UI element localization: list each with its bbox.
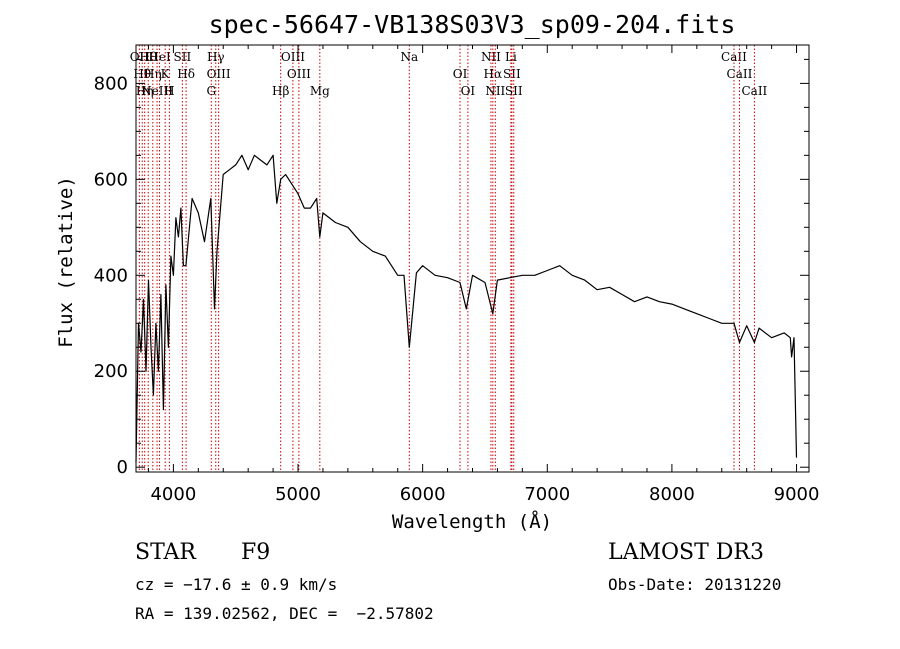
line-label: Hα [484, 67, 503, 81]
survey-name: LAMOST DR3 [608, 540, 764, 565]
coordinates-text: RA = 139.02562, DEC = −2.57802 [135, 604, 434, 623]
obs-date-text: Obs-Date: 20131220 [608, 575, 782, 594]
y-tick-label: 200 [94, 361, 128, 382]
line-label: NII [481, 50, 501, 64]
x-tick-label: 4000 [150, 484, 196, 505]
spectral-line-markers: OIIHθHηHθHηNeIIIHeIKHSIIHδGHγOIIIHβOIIIO… [130, 45, 768, 472]
line-label: SII [174, 50, 192, 64]
y-tick-label: 800 [94, 73, 128, 94]
line-label: OIII [287, 67, 311, 81]
line-label: SII [503, 67, 521, 81]
line-label: Hβ [272, 84, 289, 98]
line-label: Li [505, 50, 517, 64]
line-label: G [206, 84, 216, 98]
line-label: CaII [741, 84, 767, 98]
plot-frame [135, 44, 810, 473]
line-label: CaII [721, 50, 747, 64]
line-label: HeI [148, 50, 171, 64]
line-label: K [161, 67, 171, 81]
line-label: Na [400, 50, 418, 64]
line-label: Mg [310, 84, 330, 98]
y-tick-label: 0 [117, 457, 128, 478]
x-tick-label: 8000 [649, 484, 695, 505]
y-tick-label: 400 [94, 265, 128, 286]
redshift-text: cz = −17.6 ± 0.9 km/s [135, 575, 338, 594]
line-label: CaII [727, 67, 753, 81]
line-label: NII [485, 84, 505, 98]
line-label: Hδ [177, 67, 195, 81]
flux-series [135, 154, 798, 463]
line-label: Hη [144, 67, 162, 81]
x-tick-label: 9000 [774, 484, 820, 505]
y-tick-label: 600 [94, 169, 128, 190]
line-label: OIII [207, 67, 231, 81]
line-label: SII [505, 84, 523, 98]
x-axis-label: Wavelength (Å) [392, 510, 552, 533]
y-axis: 0 200 400 600 800 [94, 58, 809, 478]
y-axis-label: Flux (relative) [55, 176, 77, 348]
line-label: OI [453, 67, 468, 81]
line-label: Hγ [207, 50, 225, 64]
chart-title: spec-56647-VB138S03V3_sp09-204.fits [209, 10, 736, 39]
x-tick-label: 7000 [524, 484, 570, 505]
line-label: OI [461, 84, 476, 98]
object-class: STAR [135, 540, 196, 565]
line-label: H [164, 84, 174, 98]
line-label: OIII [281, 50, 305, 64]
x-axis: 4000 5000 6000 7000 8000 9000 [147, 45, 820, 505]
line-label: Hθ [133, 67, 151, 81]
object-subclass: F9 [241, 540, 271, 565]
x-tick-label: 6000 [400, 484, 446, 505]
x-tick-label: 5000 [275, 484, 321, 505]
series-line-0 [135, 154, 798, 463]
line-label: Hη [136, 84, 154, 98]
